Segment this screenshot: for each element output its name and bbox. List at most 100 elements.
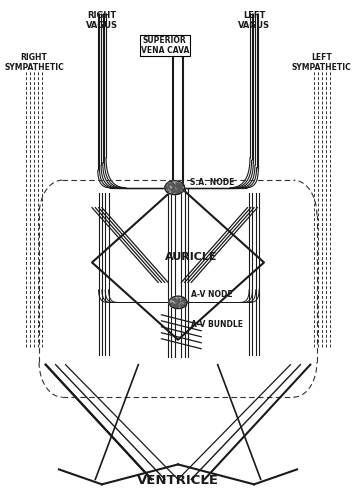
Point bbox=[169, 182, 175, 190]
Point bbox=[179, 184, 185, 192]
Point bbox=[181, 296, 187, 304]
Point bbox=[171, 180, 176, 188]
Point bbox=[174, 188, 180, 196]
Point bbox=[183, 298, 189, 306]
Point bbox=[175, 179, 181, 187]
Point bbox=[171, 180, 177, 188]
Point bbox=[171, 186, 177, 194]
Ellipse shape bbox=[169, 296, 187, 308]
Point bbox=[163, 184, 169, 192]
Point bbox=[174, 188, 180, 196]
Point bbox=[167, 299, 173, 307]
Point bbox=[177, 187, 183, 195]
Text: LEFT
VAGUS: LEFT VAGUS bbox=[238, 10, 270, 30]
Point bbox=[182, 302, 187, 310]
Point bbox=[174, 180, 180, 188]
Point bbox=[179, 302, 184, 310]
Point bbox=[179, 294, 184, 302]
Point bbox=[171, 187, 177, 195]
Point bbox=[171, 301, 176, 309]
Point bbox=[175, 184, 181, 192]
Point bbox=[180, 182, 186, 190]
Point bbox=[168, 186, 174, 194]
Point bbox=[170, 294, 176, 302]
Point bbox=[175, 188, 180, 196]
Point bbox=[175, 296, 181, 304]
Text: LEFT
SYMPATHETIC: LEFT SYMPATHETIC bbox=[292, 53, 352, 72]
Point bbox=[165, 180, 171, 188]
Point bbox=[179, 184, 185, 192]
Point bbox=[175, 302, 181, 310]
Point bbox=[179, 294, 185, 302]
Point bbox=[176, 295, 182, 303]
Text: RIGHT
VAGUS: RIGHT VAGUS bbox=[86, 10, 118, 30]
Point bbox=[164, 184, 169, 192]
Point bbox=[175, 184, 180, 192]
Point bbox=[176, 186, 182, 194]
Point bbox=[173, 302, 179, 310]
Point bbox=[175, 298, 181, 306]
Point bbox=[174, 302, 179, 310]
Point bbox=[171, 302, 177, 310]
Point bbox=[169, 181, 174, 189]
Point bbox=[175, 189, 180, 197]
Point bbox=[169, 178, 175, 186]
Point bbox=[182, 302, 187, 310]
Point bbox=[173, 295, 178, 303]
Point bbox=[180, 296, 186, 304]
Point bbox=[178, 300, 184, 308]
Point bbox=[174, 180, 179, 188]
Point bbox=[178, 303, 184, 311]
Point bbox=[178, 180, 184, 188]
Point bbox=[177, 180, 182, 188]
Point bbox=[178, 180, 183, 188]
Point bbox=[170, 188, 176, 196]
Point bbox=[174, 299, 180, 307]
Point bbox=[182, 300, 188, 308]
Point bbox=[181, 301, 187, 309]
Point bbox=[171, 184, 176, 192]
Point bbox=[171, 302, 176, 310]
Text: VENTRICLE: VENTRICLE bbox=[137, 474, 219, 487]
Point bbox=[172, 302, 178, 310]
Point bbox=[168, 300, 173, 308]
Point bbox=[182, 296, 187, 304]
Point bbox=[171, 294, 177, 302]
Point bbox=[179, 185, 184, 193]
Point bbox=[171, 184, 176, 192]
Point bbox=[172, 302, 177, 310]
Point bbox=[174, 299, 179, 307]
Point bbox=[172, 300, 178, 308]
Point bbox=[176, 188, 182, 196]
Point bbox=[171, 180, 177, 188]
Point bbox=[169, 299, 175, 307]
Point bbox=[173, 188, 179, 196]
Point bbox=[173, 186, 179, 194]
Point bbox=[163, 184, 169, 192]
Point bbox=[171, 182, 177, 190]
Text: S.A. NODE: S.A. NODE bbox=[190, 178, 234, 187]
Point bbox=[169, 178, 174, 186]
Point bbox=[170, 184, 176, 192]
Point bbox=[170, 184, 176, 192]
Point bbox=[178, 300, 183, 308]
Point bbox=[182, 296, 187, 304]
Point bbox=[166, 182, 171, 190]
Point bbox=[180, 294, 186, 302]
Point bbox=[172, 297, 178, 305]
Point bbox=[182, 299, 188, 307]
Point bbox=[180, 186, 185, 194]
Point bbox=[174, 183, 180, 191]
Point bbox=[179, 296, 185, 304]
Point bbox=[180, 301, 186, 309]
Point bbox=[172, 301, 178, 309]
Point bbox=[178, 184, 183, 192]
Point bbox=[175, 181, 180, 189]
Point bbox=[172, 296, 178, 304]
Point bbox=[177, 186, 182, 194]
Point bbox=[173, 296, 179, 304]
Point bbox=[169, 190, 175, 198]
Point bbox=[173, 186, 178, 194]
Point bbox=[169, 295, 175, 303]
Point bbox=[174, 179, 180, 187]
